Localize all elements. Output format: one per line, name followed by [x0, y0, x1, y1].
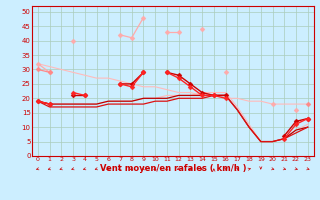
X-axis label: Vent moyen/en rafales ( km/h ): Vent moyen/en rafales ( km/h ) — [100, 164, 246, 173]
